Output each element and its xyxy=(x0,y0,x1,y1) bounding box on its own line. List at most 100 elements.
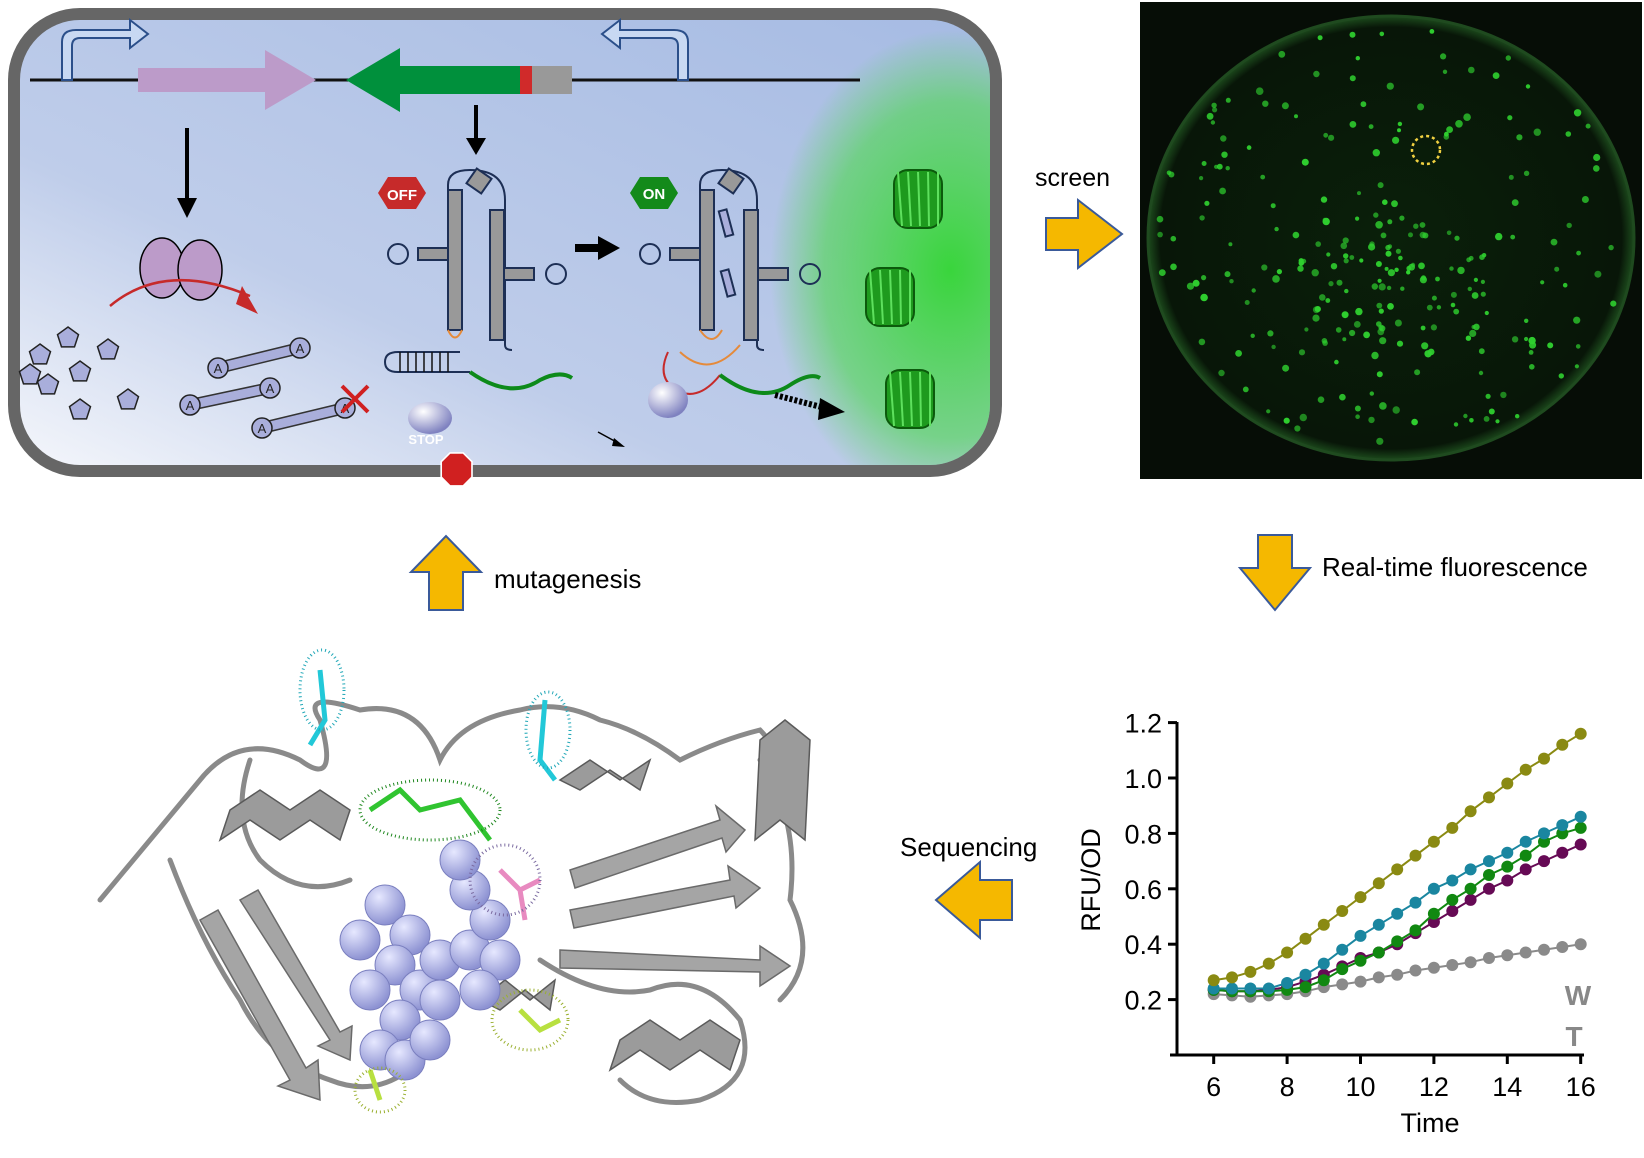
colony xyxy=(1411,418,1418,426)
colony xyxy=(1387,269,1395,277)
colony xyxy=(1398,255,1403,261)
colony xyxy=(1368,124,1374,129)
promoter-arrow-icon xyxy=(61,17,150,81)
colony xyxy=(1323,132,1329,138)
colony xyxy=(1328,281,1334,287)
colony xyxy=(1262,100,1269,107)
colony xyxy=(1158,269,1166,276)
product-molecule-icon: AA xyxy=(207,337,311,379)
colony xyxy=(1574,364,1579,369)
colony xyxy=(1394,319,1402,327)
colony xyxy=(1400,286,1405,291)
colony xyxy=(1229,279,1234,284)
data-point xyxy=(1556,819,1569,832)
colony xyxy=(1294,114,1298,119)
colony xyxy=(1156,215,1164,223)
colony xyxy=(1301,158,1309,166)
data-point xyxy=(1372,918,1385,931)
colony xyxy=(1399,215,1405,221)
colony xyxy=(1387,303,1394,310)
colony xyxy=(1524,318,1529,323)
colony xyxy=(1419,231,1427,239)
colony xyxy=(1454,235,1460,241)
ligand-sphere xyxy=(379,999,421,1041)
colony xyxy=(1342,237,1349,244)
data-point xyxy=(1336,978,1349,991)
colony xyxy=(1157,231,1163,238)
colony xyxy=(1372,149,1381,157)
y-tick-label: 0.4 xyxy=(1124,930,1162,960)
colony xyxy=(1281,102,1289,110)
petri-dish-panel xyxy=(1140,2,1642,479)
colony xyxy=(1201,275,1207,281)
colony xyxy=(1340,242,1348,250)
colony xyxy=(1515,414,1520,419)
x-tick-label: 8 xyxy=(1280,1072,1295,1102)
ligand-sphere xyxy=(479,939,521,981)
data-point xyxy=(1574,727,1587,740)
colony xyxy=(1500,391,1507,399)
data-point xyxy=(1464,882,1477,895)
colony xyxy=(1343,258,1349,264)
colony xyxy=(1547,342,1554,349)
data-point xyxy=(1483,791,1495,804)
colony xyxy=(1528,350,1534,355)
data-point xyxy=(1446,959,1459,971)
fluorescence-glow xyxy=(770,30,990,465)
promoter-arrow-icon xyxy=(600,17,689,81)
colony xyxy=(1417,103,1425,111)
colony xyxy=(1298,349,1306,356)
y-tick-label: 1.2 xyxy=(1124,709,1162,739)
gfp-barrel-icon xyxy=(865,267,915,327)
colony xyxy=(1363,331,1370,339)
colony xyxy=(1505,55,1512,61)
colony xyxy=(1228,242,1233,247)
colony xyxy=(1478,348,1485,355)
data-point xyxy=(1281,946,1294,959)
colony xyxy=(1421,342,1429,350)
colony xyxy=(1314,306,1321,313)
colony xyxy=(1373,212,1379,218)
x-tick-label: 10 xyxy=(1345,1072,1375,1102)
x-tick-label: 12 xyxy=(1419,1072,1449,1102)
colony xyxy=(1325,298,1331,303)
colony xyxy=(1558,373,1565,379)
cross-icon xyxy=(340,384,370,414)
gfp-barrel-icon xyxy=(893,169,943,229)
colony xyxy=(1397,128,1401,133)
colony xyxy=(1212,107,1218,113)
colony xyxy=(1392,136,1400,144)
colony xyxy=(1369,391,1375,396)
colony xyxy=(1478,370,1484,376)
x-tick-label: 14 xyxy=(1492,1072,1522,1102)
data-point xyxy=(1336,905,1349,917)
colony xyxy=(1525,84,1531,89)
ligand-sphere xyxy=(459,969,501,1011)
colony xyxy=(1274,226,1279,232)
colony xyxy=(1359,258,1364,263)
data-point xyxy=(1483,952,1495,964)
colony xyxy=(1465,335,1472,341)
data-point xyxy=(1483,855,1495,868)
data-point xyxy=(1519,863,1532,876)
colony xyxy=(1480,279,1485,284)
beta-sheets xyxy=(198,803,792,1102)
colony xyxy=(1610,300,1617,307)
arrow-down-icon xyxy=(177,128,197,218)
data-point xyxy=(1446,874,1459,887)
colony xyxy=(1379,31,1385,37)
colony xyxy=(1235,350,1242,357)
colony xyxy=(1550,238,1558,246)
helices xyxy=(218,719,811,1072)
ribosome-icon xyxy=(408,402,452,434)
colony xyxy=(1507,115,1513,121)
colony xyxy=(1376,371,1383,378)
colony xyxy=(1311,269,1319,277)
data-point xyxy=(1391,935,1404,948)
colony xyxy=(1246,145,1252,150)
colony xyxy=(1566,222,1572,229)
colony xyxy=(1198,338,1206,346)
colony xyxy=(1297,265,1304,272)
data-point xyxy=(1244,965,1257,978)
colony xyxy=(1267,330,1274,337)
